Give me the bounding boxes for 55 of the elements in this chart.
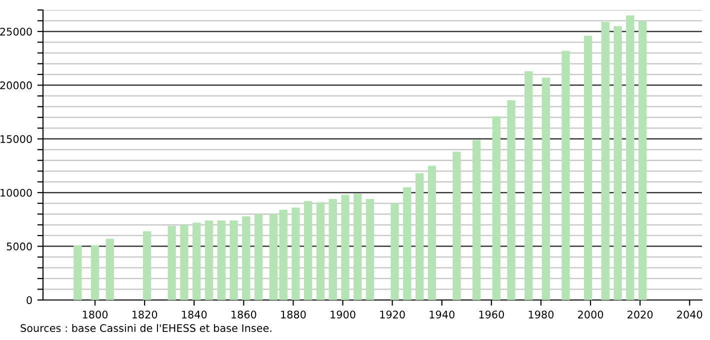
x-tick-label: 2020	[628, 310, 653, 318]
y-tick-label: 25000	[0, 28, 32, 36]
x-tick-label: 1840	[182, 310, 207, 318]
bar	[217, 220, 226, 300]
bar	[415, 173, 424, 300]
x-tick-label: 1980	[528, 310, 554, 318]
bar	[168, 226, 176, 300]
bar	[292, 208, 300, 300]
x-tick-label: 1820	[132, 310, 158, 318]
bar	[316, 202, 325, 300]
bar	[403, 187, 412, 300]
y-tick-label: 15000	[0, 135, 32, 143]
x-tick-label: 1880	[281, 310, 306, 318]
x-tick-label: 2000	[578, 310, 604, 318]
bar	[492, 116, 500, 300]
bar	[354, 194, 362, 300]
y-tick-label: 20000	[0, 81, 32, 90]
bar	[341, 194, 350, 300]
bar	[90, 245, 100, 300]
bar	[366, 199, 374, 300]
y-tick-label: 5000	[6, 242, 32, 250]
x-tick-label: 2040	[677, 310, 702, 318]
bar	[74, 245, 82, 300]
bar	[601, 22, 610, 300]
bar	[626, 15, 634, 300]
bar	[304, 201, 312, 300]
source-note: Sources : base Cassini de l'EHESS et base Insee.	[20, 324, 272, 332]
bar	[180, 224, 188, 300]
x-tick-label: 1960	[479, 310, 504, 318]
x-tick-label: 1900	[330, 310, 356, 318]
bar	[507, 100, 516, 300]
bar	[472, 140, 481, 300]
bar	[242, 216, 250, 300]
x-tick-label: 1860	[232, 310, 256, 318]
bar	[192, 222, 201, 300]
bar	[328, 199, 337, 300]
bar	[204, 220, 214, 300]
x-tick-label: 1800	[82, 310, 108, 318]
bar	[428, 166, 436, 300]
y-tick-label: 10000	[0, 188, 32, 197]
bar	[542, 78, 550, 300]
x-tick-label: 1920	[380, 310, 405, 318]
y-tick-label: 0	[26, 296, 32, 304]
bar	[142, 231, 152, 300]
bar	[452, 152, 461, 300]
bar	[390, 203, 399, 300]
bar	[614, 26, 622, 300]
bar	[562, 50, 570, 300]
bar	[254, 214, 263, 300]
bar	[638, 20, 647, 300]
bar	[106, 238, 114, 300]
x-tick-label: 1940	[430, 310, 454, 318]
bar	[524, 71, 533, 300]
bar	[230, 220, 238, 300]
bar	[584, 36, 592, 300]
